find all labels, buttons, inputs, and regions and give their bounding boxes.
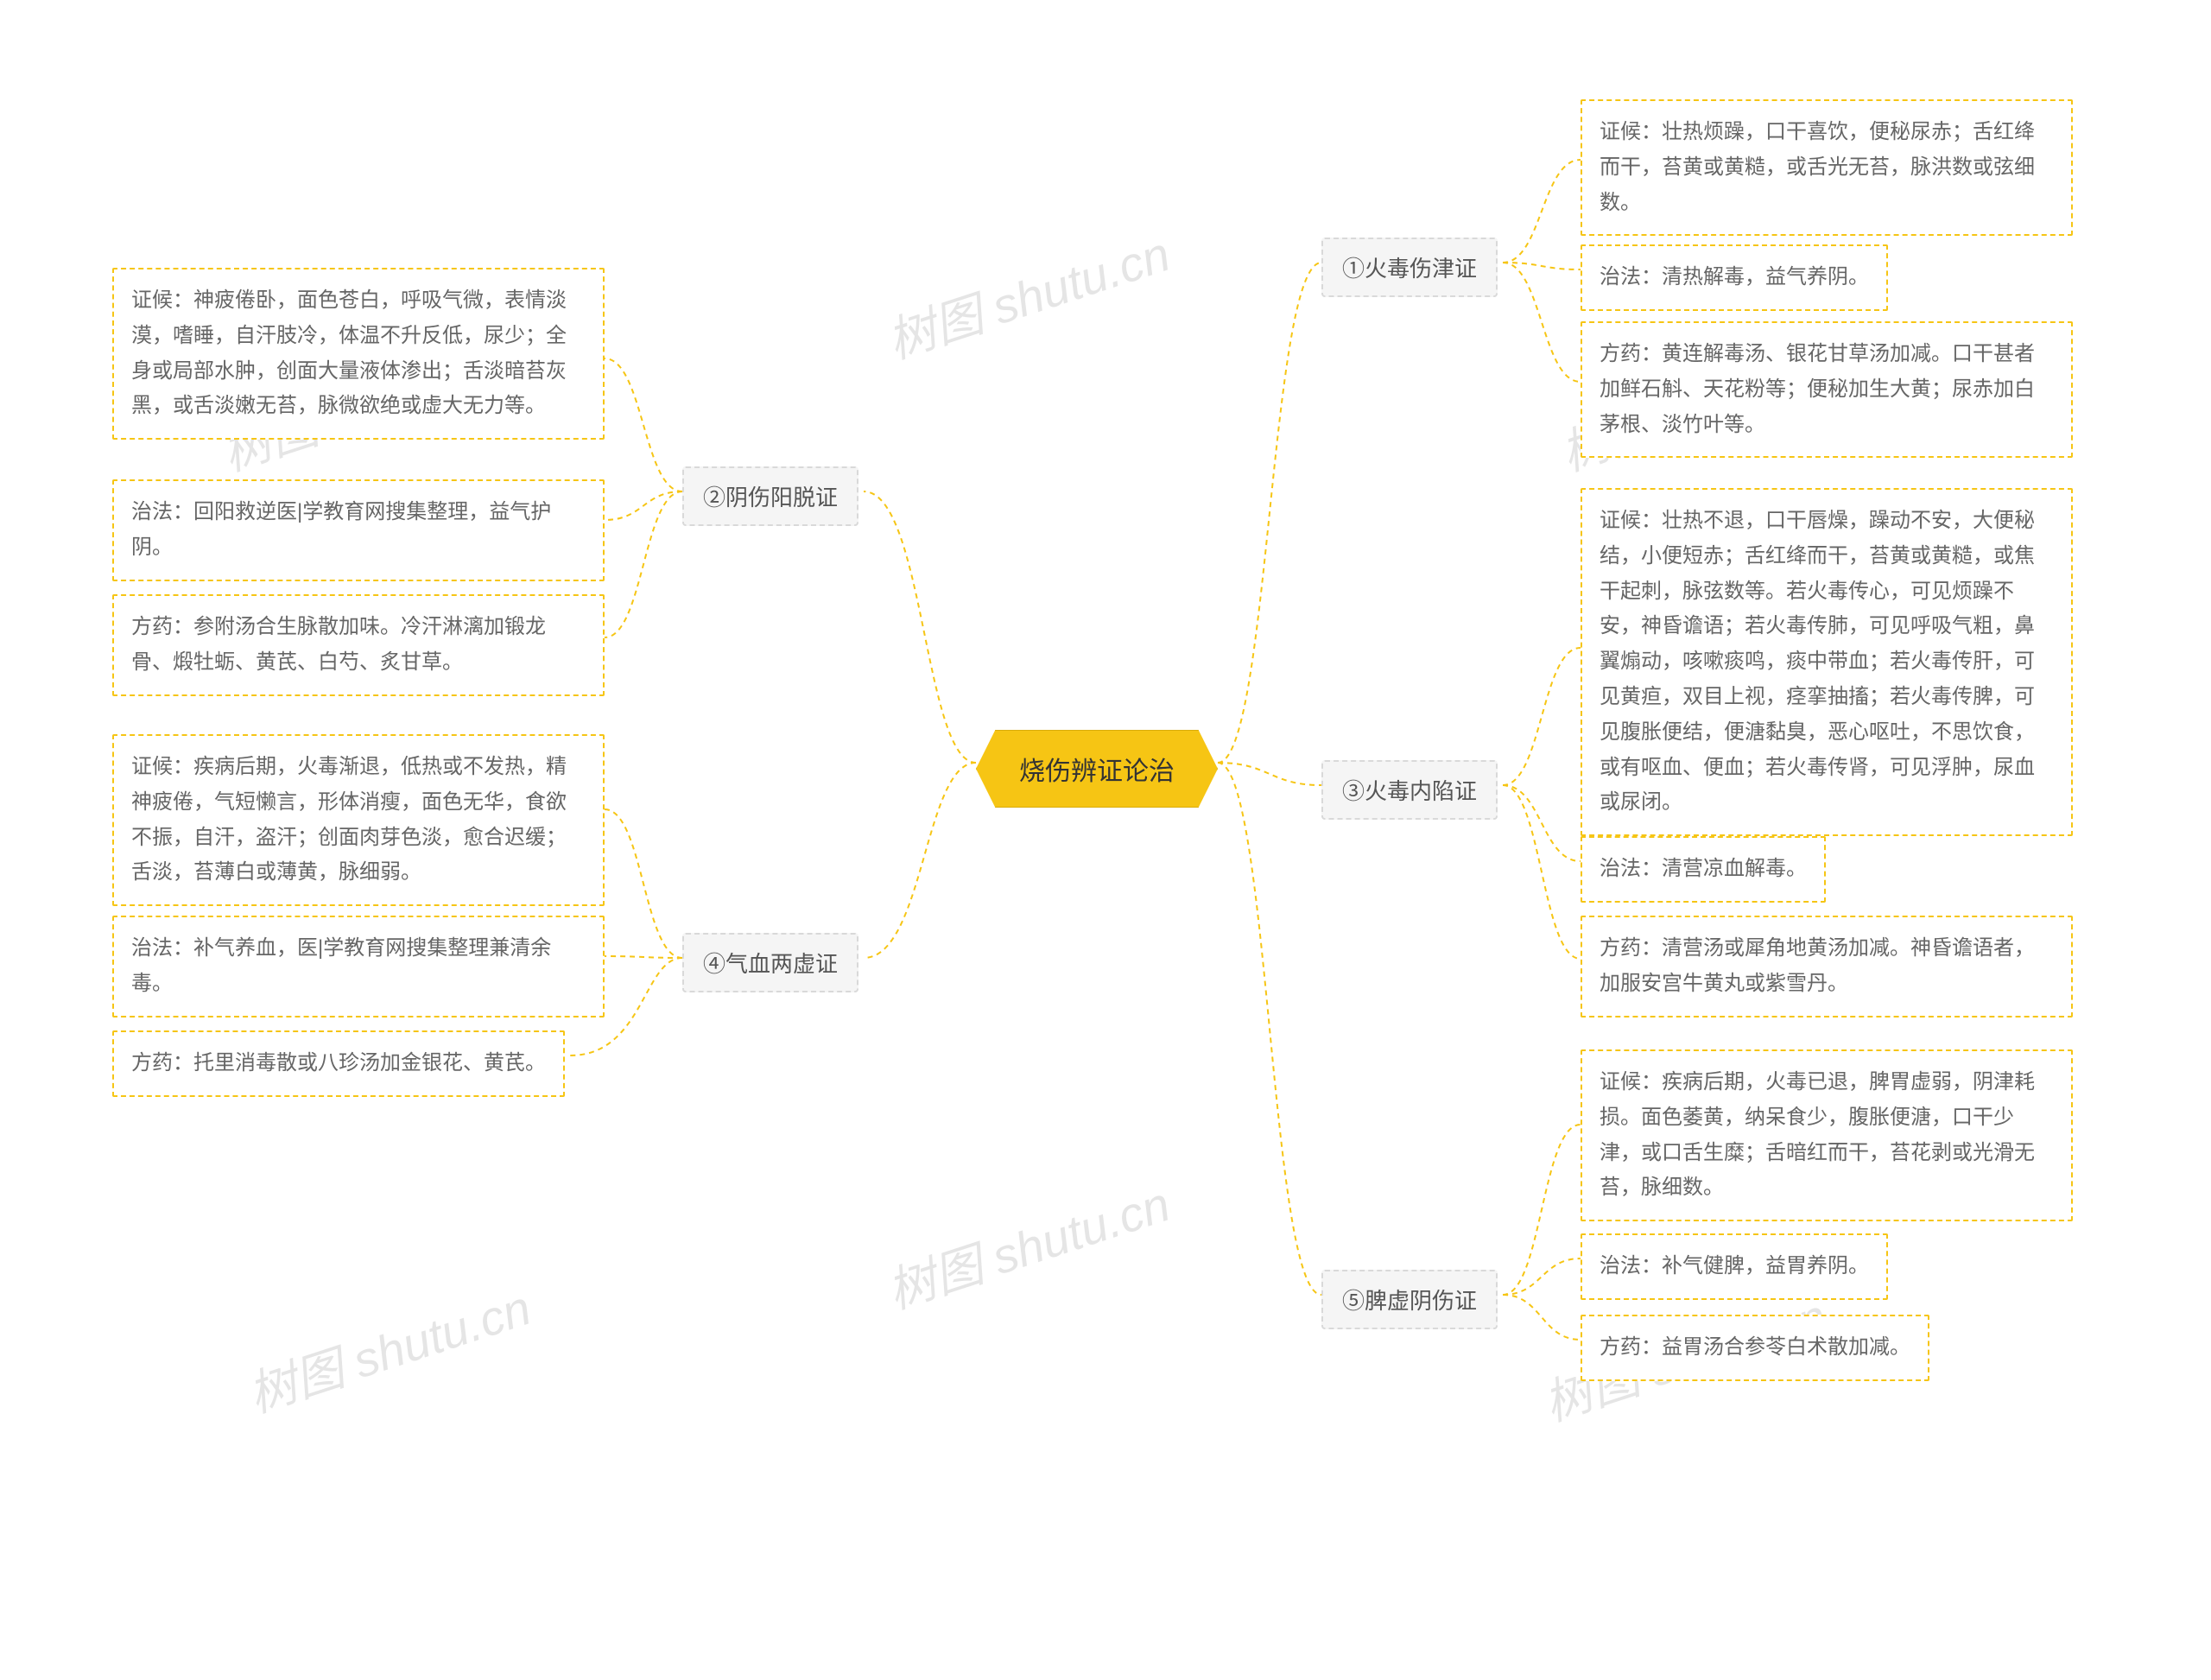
leaf-node: 证候：疾病后期，火毒渐退，低热或不发热，精神疲倦，气短懒言，形体消瘦，面色无华，… xyxy=(112,734,605,906)
leaf-node: 证候：壮热不退，口干唇燥，躁动不安，大便秘结，小便短赤；舌红绛而干，苔黄或黄糙，… xyxy=(1581,488,2073,836)
leaf-node: 治法：回阳救逆医|学教育网搜集整理，益气护阴。 xyxy=(112,479,605,581)
branch-fire-toxin-sink[interactable]: ③火毒内陷证 xyxy=(1321,760,1498,820)
watermark: 树图 shutu.cn xyxy=(877,1166,1178,1323)
leaf-node: 治法：清营凉血解毒。 xyxy=(1581,836,1826,903)
leaf-node: 方药：托里消毒散或八珍汤加金银花、黄芪。 xyxy=(112,1030,565,1097)
leaf-node: 治法：补气养血，医|学教育网搜集整理兼清余毒。 xyxy=(112,916,605,1018)
branch-spleen-yin[interactable]: ⑤脾虚阴伤证 xyxy=(1321,1270,1498,1329)
leaf-node: 方药：参附汤合生脉散加味。冷汗淋漓加锻龙骨、煅牡蛎、黄芪、白芍、炙甘草。 xyxy=(112,594,605,696)
branch-fire-toxin-fluid[interactable]: ①火毒伤津证 xyxy=(1321,238,1498,297)
leaf-node: 方药：益胃汤合参苓白术散加减。 xyxy=(1581,1315,1929,1381)
leaf-node: 治法：补气健脾，益胃养阴。 xyxy=(1581,1233,1888,1300)
leaf-node: 证候：疾病后期，火毒已退，脾胃虚弱，阴津耗损。面色萎黄，纳呆食少，腹胀便溏，口干… xyxy=(1581,1049,2073,1221)
leaf-node: 治法：清热解毒，益气养阴。 xyxy=(1581,244,1888,311)
branch-qi-blood-deficiency[interactable]: ④气血两虚证 xyxy=(682,933,858,992)
leaf-node: 证候：神疲倦卧，面色苍白，呼吸气微，表情淡漠，嗜睡，自汗肢冷，体温不升反低，尿少… xyxy=(112,268,605,440)
watermark: 树图 shutu.cn xyxy=(877,216,1178,373)
leaf-node: 证候：壮热烦躁，口干喜饮，便秘尿赤；舌红绛而干，苔黄或黄糙，或舌光无苔，脉洪数或… xyxy=(1581,99,2073,236)
leaf-node: 方药：清营汤或犀角地黄汤加减。神昏谵语者，加服安宫牛黄丸或紫雪丹。 xyxy=(1581,916,2073,1018)
branch-yin-yang-collapse[interactable]: ②阴伤阳脱证 xyxy=(682,466,858,526)
watermark: 树图 shutu.cn xyxy=(238,1270,539,1427)
leaf-node: 方药：黄连解毒汤、银花甘草汤加减。口干甚者加鲜石斛、天花粉等；便秘加生大黄；尿赤… xyxy=(1581,321,2073,458)
root-node[interactable]: 烧伤辨证论治 xyxy=(976,730,1218,808)
mindmap-canvas: 树图 shutu.cn 树图 shutu.cn 树图 shutu.cn 树图 s… xyxy=(0,0,2211,1680)
